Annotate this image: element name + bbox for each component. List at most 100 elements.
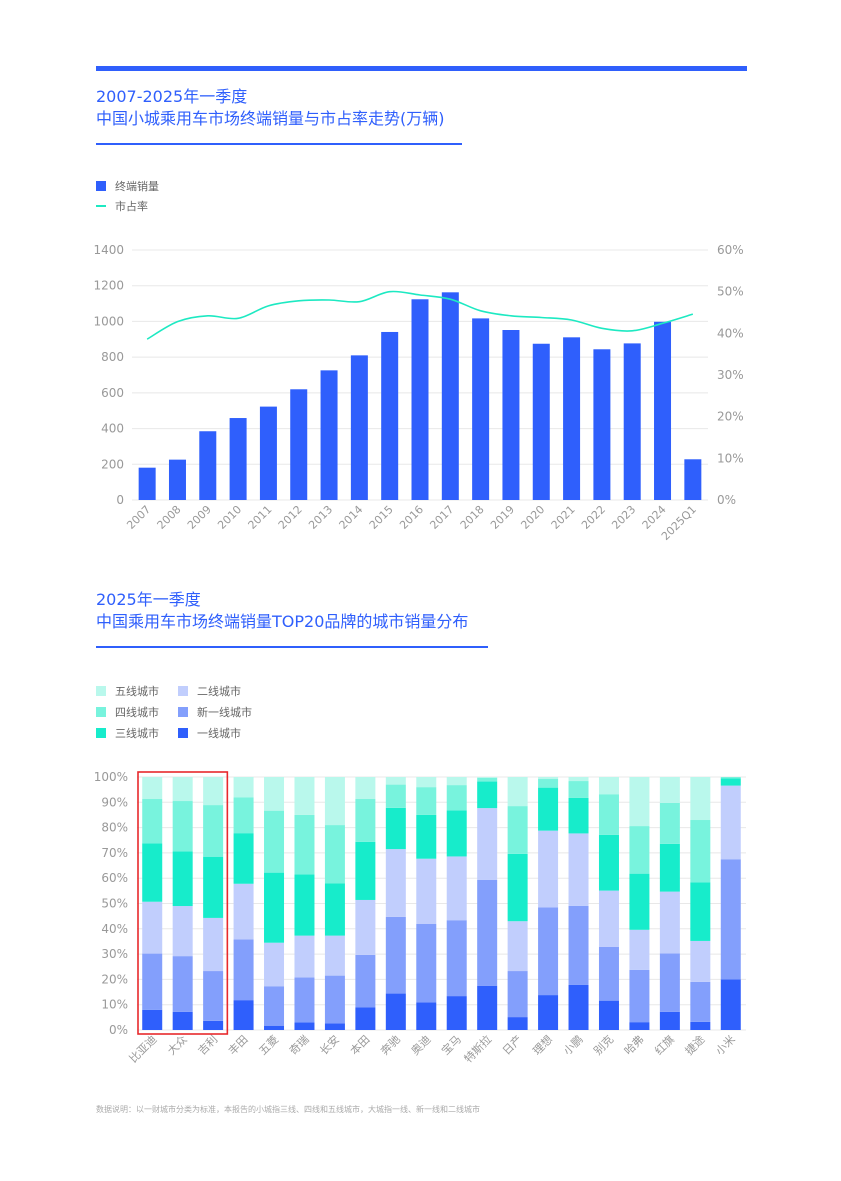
y2-tick-label: 20% [717, 410, 744, 424]
x-tick-label: 理想 [530, 1032, 555, 1057]
bar-sales [532, 343, 550, 500]
bar-segment-tier3 [446, 810, 467, 857]
bar-sales [350, 355, 368, 500]
x-tick-label: 2010 [215, 503, 244, 532]
legend-swatch-tier2 [178, 686, 188, 696]
bar-segment-tier1 [477, 985, 498, 1030]
legend-swatch-tier5 [96, 686, 106, 696]
bar-segment-tier2 [477, 808, 498, 880]
bar-segment-tier5 [446, 777, 467, 786]
bar-segment-tier3 [355, 841, 376, 900]
bar-segment-tier2 [264, 942, 285, 987]
x-tick-label: 别克 [591, 1033, 616, 1058]
bar-segment-new_tier1 [690, 981, 711, 1022]
bar-sales [502, 330, 520, 500]
bar-segment-tier1 [446, 996, 467, 1030]
bar-segment-tier5 [568, 777, 589, 782]
bar-segment-tier1 [203, 1020, 224, 1030]
bar-segment-tier4 [294, 814, 315, 875]
x-tick-label: 日产 [499, 1032, 524, 1057]
bar-segment-tier3 [477, 781, 498, 809]
x-tick-label: 2014 [336, 503, 365, 532]
header-accent-bar [96, 66, 747, 71]
bar-sales [290, 389, 308, 500]
bar-sales [654, 321, 672, 500]
x-tick-label: 奇瑞 [286, 1032, 311, 1057]
y-tick-label: 1200 [93, 279, 124, 293]
bar-segment-tier1 [629, 1022, 650, 1030]
bar-segment-tier5 [264, 777, 285, 811]
bar-segment-tier2 [690, 940, 711, 982]
x-tick-label: 2017 [427, 503, 456, 532]
bar-segment-tier2 [172, 906, 193, 957]
bar-segment-tier1 [294, 1022, 315, 1030]
x-tick-label: 2013 [306, 503, 335, 532]
bar-segment-tier2 [568, 833, 589, 906]
x-tick-label: 2015 [367, 503, 396, 532]
bar-segment-tier5 [598, 777, 619, 795]
x-tick-label: 比亚迪 [127, 1033, 160, 1066]
y-tick-label: 400 [101, 422, 124, 436]
bar-segment-tier3 [203, 856, 224, 918]
x-tick-label: 2019 [488, 503, 517, 532]
bar-segment-tier1 [720, 979, 741, 1030]
x-tick-label: 本田 [347, 1032, 372, 1057]
legend-item-share: 市占率 [96, 198, 148, 214]
bar-segment-new_tier1 [355, 954, 376, 1008]
bar-sales [472, 318, 490, 500]
bar-segment-tier4 [659, 802, 680, 844]
x-tick-label: 长安 [317, 1032, 342, 1057]
bar-segment-tier4 [446, 785, 467, 811]
legend-label-tier4: 四线城市 [115, 706, 159, 719]
bar-segment-tier1 [598, 1000, 619, 1030]
bar-segment-tier3 [294, 874, 315, 936]
bar-segment-tier1 [416, 1002, 437, 1030]
x-tick-label: 2009 [185, 503, 214, 532]
bar-sales [168, 459, 186, 500]
bar-segment-new_tier1 [446, 920, 467, 997]
bar-segment-new_tier1 [203, 971, 224, 1021]
bar-segment-tier1 [264, 1025, 285, 1030]
legend-swatch-tier3 [96, 728, 106, 738]
bar-sales [684, 459, 702, 500]
bar-segment-tier3 [690, 882, 711, 941]
bar-segment-tier3 [142, 843, 163, 902]
bar-segment-new_tier1 [264, 986, 285, 1026]
y-tick-label: 30% [101, 947, 128, 961]
chart1-title-line1: 2007-2025年一季度 [96, 87, 248, 106]
bar-sales [593, 349, 611, 500]
bar-segment-tier4 [324, 825, 345, 884]
x-tick-label: 大众 [164, 1032, 189, 1057]
bar-segment-tier5 [142, 777, 163, 800]
y-tick-label: 40% [101, 922, 128, 936]
x-tick-label: 奥迪 [408, 1032, 433, 1057]
legend-swatch-sales [96, 181, 106, 191]
legend-label-share: 市占率 [115, 200, 148, 213]
y-tick-label: 200 [101, 457, 124, 471]
legend-item-tier2: 二线城市 [178, 683, 241, 699]
bar-segment-tier4 [538, 779, 559, 788]
y2-tick-label: 0% [717, 493, 736, 507]
x-tick-label: 2018 [458, 503, 487, 532]
y-tick-label: 10% [101, 998, 128, 1012]
bar-segment-tier2 [446, 856, 467, 921]
legend-label-tier3: 三线城市 [115, 727, 159, 740]
y-tick-label: 1000 [93, 314, 124, 328]
legend-label-sales: 终端销量 [115, 180, 159, 193]
y-tick-label: 70% [101, 846, 128, 860]
bar-segment-tier2 [294, 935, 315, 978]
bar-segment-new_tier1 [294, 977, 315, 1023]
y-tick-label: 80% [101, 821, 128, 835]
chart1-title-rule [96, 143, 462, 145]
bar-segment-tier5 [203, 777, 224, 806]
bar-segment-tier4 [720, 777, 741, 779]
x-tick-label: 红旗 [652, 1032, 677, 1057]
x-tick-label: 捷途 [682, 1032, 707, 1057]
bar-segment-tier4 [690, 820, 711, 883]
legend-item-new_tier1: 新一线城市 [178, 704, 252, 720]
bar-segment-new_tier1 [629, 969, 650, 1023]
chart2-plot: 0% 10% 20% 30% 40% 50% 60% 70% 80% 90% 100% 比亚迪 大众 吉利… [94, 770, 746, 1066]
bar-segment-tier4 [629, 826, 650, 874]
bar-segment-tier5 [324, 777, 345, 826]
bar-segment-tier1 [385, 993, 406, 1030]
